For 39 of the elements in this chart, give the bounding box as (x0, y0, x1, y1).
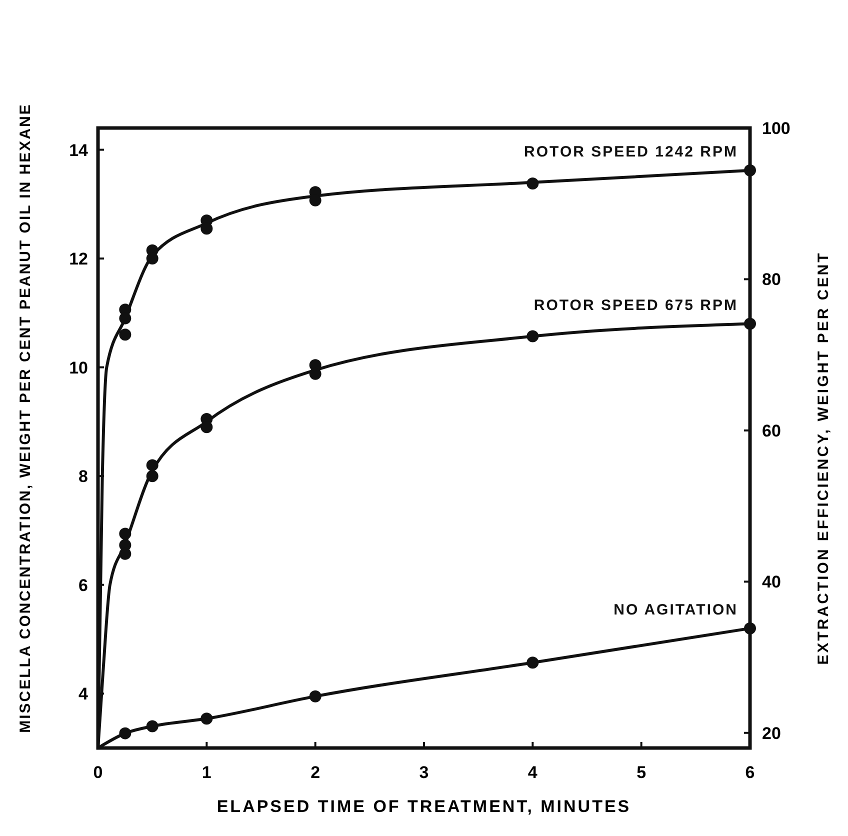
y2-tick-label: 20 (762, 724, 781, 743)
x-axis-title: ELAPSED TIME OF TREATMENT, MINUTES (216, 797, 632, 816)
point (526, 656, 539, 669)
point (744, 622, 756, 634)
point (146, 459, 158, 472)
y2-tick-label: 100 (762, 119, 790, 138)
x-tick-label: 1 (202, 763, 212, 782)
x-tick-label: 0 (93, 763, 103, 782)
point (744, 164, 756, 176)
point (744, 318, 756, 330)
point (526, 330, 539, 342)
y-tick-label: 8 (78, 467, 88, 486)
x-tick-label: 4 (528, 763, 538, 782)
y-tick-label: 12 (69, 250, 88, 269)
x-tick-label: 3 (419, 763, 429, 782)
y-axis-title: MISCELLA CONCENTRATION, WEIGHT PER CENT PEANUT OIL IN HEXANE (17, 103, 34, 733)
point (119, 328, 132, 341)
x-tick-label: 2 (310, 763, 320, 782)
y-tick-label: 6 (78, 576, 88, 595)
y-tick-label: 10 (69, 358, 88, 378)
series-label: NO AGITATION (614, 601, 738, 618)
point (309, 690, 322, 702)
y2-tick-label: 40 (762, 572, 781, 592)
y-tick-label: 4 (78, 684, 89, 704)
point (526, 177, 539, 190)
point (146, 252, 158, 265)
x-tick-label: 5 (636, 763, 646, 782)
y-tick-label: 14 (69, 140, 89, 160)
point (119, 528, 132, 540)
y2-tick-label: 60 (762, 421, 781, 440)
point (119, 727, 132, 740)
y2-tick-label: 80 (762, 270, 781, 290)
y2-axis-title: EXTRACTION EFFICIENCY, WEIGHT PER CENT (815, 251, 832, 665)
series-label: ROTOR SPEED 1242 RPM (524, 143, 738, 160)
series-label: ROTOR SPEED 675 RPM (534, 296, 738, 314)
point (146, 470, 158, 482)
x-tick-label: 6 (745, 763, 755, 782)
point (200, 712, 213, 725)
point (146, 720, 158, 732)
